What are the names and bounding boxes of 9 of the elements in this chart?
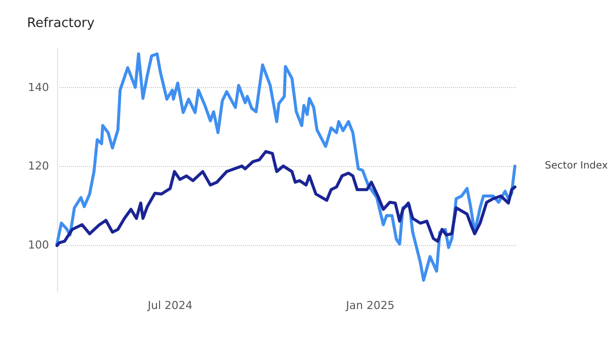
text: Sector Index: [544, 160, 608, 172]
chart-title: Refractory: [27, 16, 95, 31]
y-tick-label: 120: [28, 160, 49, 173]
y-tick-label: 140: [28, 80, 49, 94]
line-series: [56, 52, 516, 282]
x-tick-label: Jul 2024: [146, 299, 192, 312]
x-tick-label: Jan 2025: [345, 299, 394, 312]
y-tick-label: 100: [28, 238, 49, 252]
line-series: [56, 150, 516, 248]
